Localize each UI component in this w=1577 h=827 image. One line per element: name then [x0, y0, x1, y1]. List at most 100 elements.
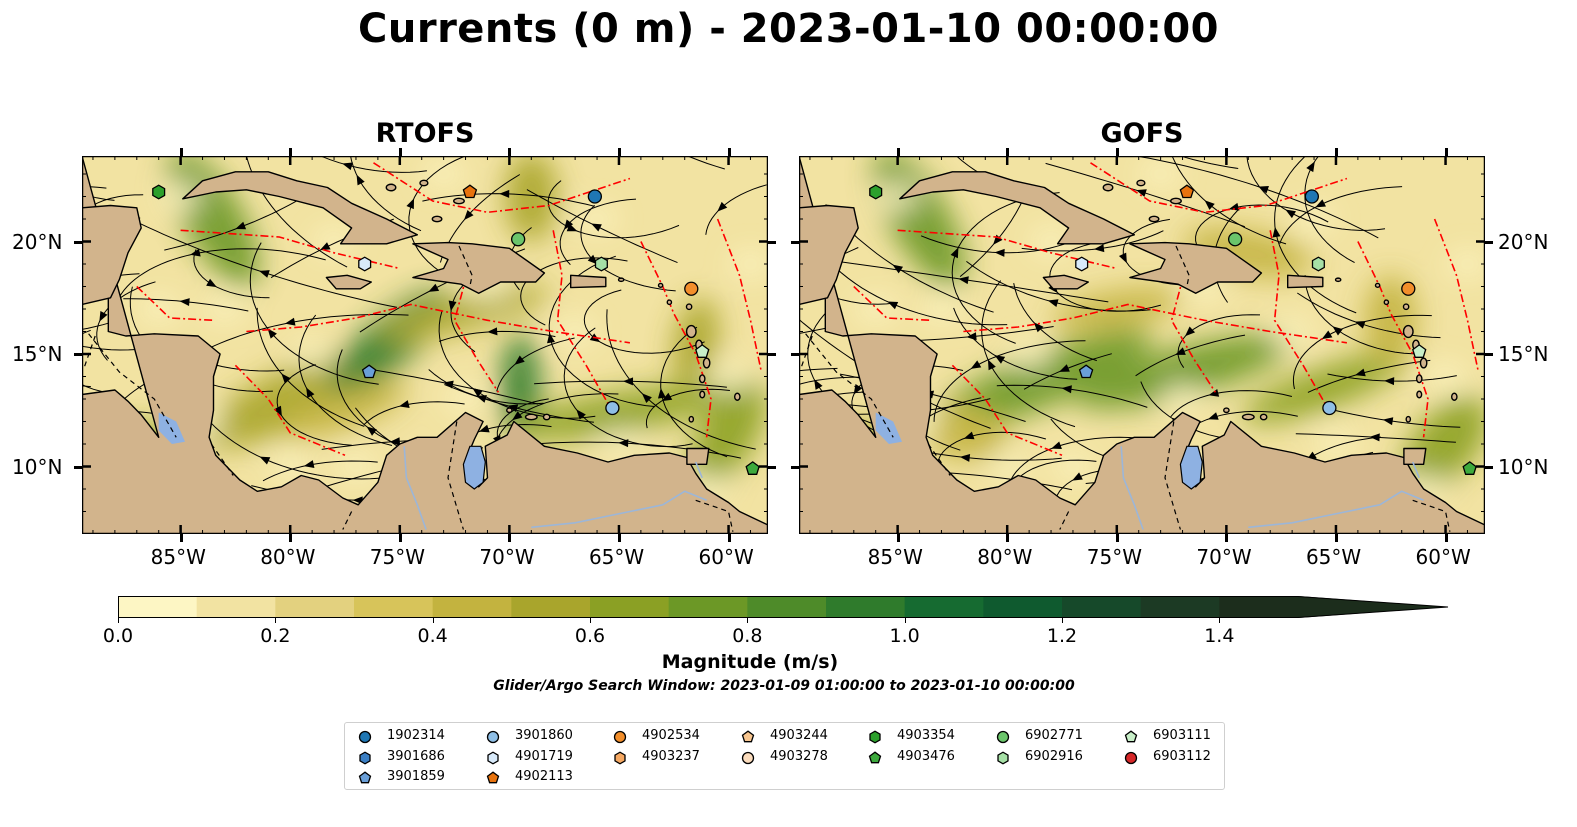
fast-current-region — [510, 384, 727, 441]
colorbar-segment — [668, 596, 748, 618]
lake-maracaibo — [1179, 445, 1203, 490]
small-island — [1148, 215, 1160, 223]
small-island — [1170, 197, 1182, 205]
slow-current-region — [555, 319, 596, 344]
fast-current-region — [690, 380, 767, 486]
legend-label: 3901860 — [515, 728, 573, 743]
border-line — [1164, 421, 1181, 530]
small-island — [542, 413, 551, 421]
small-island — [385, 183, 397, 192]
legend-marker-circle — [486, 730, 500, 744]
streamline-arrow — [1355, 368, 1366, 377]
legend-marker-hexagon — [997, 751, 1009, 765]
float-marker-4903476 — [745, 461, 760, 475]
colorbar-segment — [511, 596, 591, 618]
streamline-arrow — [342, 162, 353, 171]
lon-tick-mark — [1115, 534, 1119, 542]
streamline-arrow — [281, 373, 291, 384]
streamline-arrow — [994, 248, 1005, 257]
streamline-arrow — [950, 247, 959, 259]
colorbar-tick-mark — [747, 618, 749, 623]
slow-current-region — [335, 454, 376, 479]
streamline-arrow — [512, 411, 523, 421]
float-markers — [152, 184, 760, 475]
lon-tick-label: 60°W — [1415, 545, 1471, 569]
small-island — [1259, 413, 1268, 421]
streamline — [1045, 162, 1246, 228]
streamline-arrow — [303, 460, 315, 469]
lon-tick-label: 80°W — [977, 545, 1033, 569]
eez-line — [246, 303, 631, 344]
colorbar-segment — [590, 596, 670, 618]
streamline-arrow — [514, 355, 525, 365]
float-marker-4903354 — [152, 184, 166, 200]
lon-tick-mark — [896, 534, 900, 542]
lat-tick-mark — [74, 240, 82, 244]
small-island — [666, 299, 673, 306]
border-line — [1175, 245, 1190, 287]
lon-tick-mark — [1006, 148, 1010, 156]
float-marker-6902916 — [1311, 256, 1325, 272]
streamline-arrow — [970, 360, 982, 369]
landmass-puerto-rico — [1287, 274, 1324, 289]
gofs-map — [798, 155, 1486, 535]
streamline-arrow — [499, 189, 510, 198]
legend-marker-icon — [614, 751, 626, 765]
streamline-arrow — [717, 201, 728, 212]
streamline-arrow — [563, 219, 574, 230]
legend-marker-icon — [486, 730, 500, 744]
lon-tick-mark — [727, 148, 731, 156]
streamline-arrow — [958, 276, 969, 285]
legend-marker-icon — [1124, 730, 1138, 743]
float-marker-6902916 — [594, 256, 608, 272]
streamline-arrow — [547, 332, 555, 344]
river — [694, 461, 703, 479]
colorbar-outline — [118, 596, 1449, 618]
small-island — [1383, 299, 1390, 306]
lat-tick-mark — [791, 465, 799, 469]
legend-label: 6903111 — [1153, 728, 1211, 743]
lon-tick-mark — [398, 534, 402, 542]
streamline — [368, 368, 539, 405]
float-marker-3901859 — [361, 364, 377, 379]
float-marker-6903111 — [695, 344, 710, 358]
float-marker-3901860 — [605, 400, 620, 416]
slow-current-region — [423, 162, 464, 186]
colorbar-tick-mark — [904, 618, 906, 623]
eez-line — [1269, 230, 1326, 404]
lon-tick-label: 80°W — [260, 545, 316, 569]
land — [82, 156, 768, 534]
legend-label: 4902534 — [642, 728, 700, 743]
streamline-arrow — [1321, 330, 1333, 340]
border-line — [1059, 511, 1070, 530]
river — [1120, 446, 1144, 530]
legend-marker-icon — [358, 771, 372, 784]
float-marker-1902314 — [587, 189, 603, 204]
small-island — [506, 407, 513, 414]
map-svg — [81, 155, 769, 535]
lon-tick-mark — [1444, 148, 1448, 156]
float-markers — [869, 184, 1477, 475]
lake-nicaragua — [158, 412, 185, 444]
streamline — [829, 259, 1109, 303]
colorbar-segment — [983, 596, 1063, 618]
legend-marker-pentagon — [358, 771, 372, 784]
slow-current-region — [730, 252, 768, 276]
colorbar-tick-label: 1.0 — [889, 625, 920, 647]
map-frame — [81, 155, 769, 535]
landmass-yucatan — [799, 204, 859, 306]
slow-current-region — [1294, 207, 1335, 231]
streamline-arrow — [306, 387, 315, 399]
lat-tick-mark — [768, 465, 776, 469]
colorbar-gradient — [118, 596, 1449, 618]
lon-tick-mark — [617, 534, 621, 542]
streamline-arrow — [959, 453, 971, 462]
streamline-arrow — [1285, 209, 1296, 219]
landmass-mainland — [799, 156, 1485, 534]
landmass-hispaniola — [1129, 241, 1263, 295]
colorbar-title: Magnitude (m/s) — [661, 651, 839, 673]
lon-tick-label: 75°W — [369, 545, 426, 569]
border-line — [210, 443, 234, 476]
streamline-arrow — [591, 223, 602, 232]
lat-tick-mark — [1485, 240, 1493, 244]
